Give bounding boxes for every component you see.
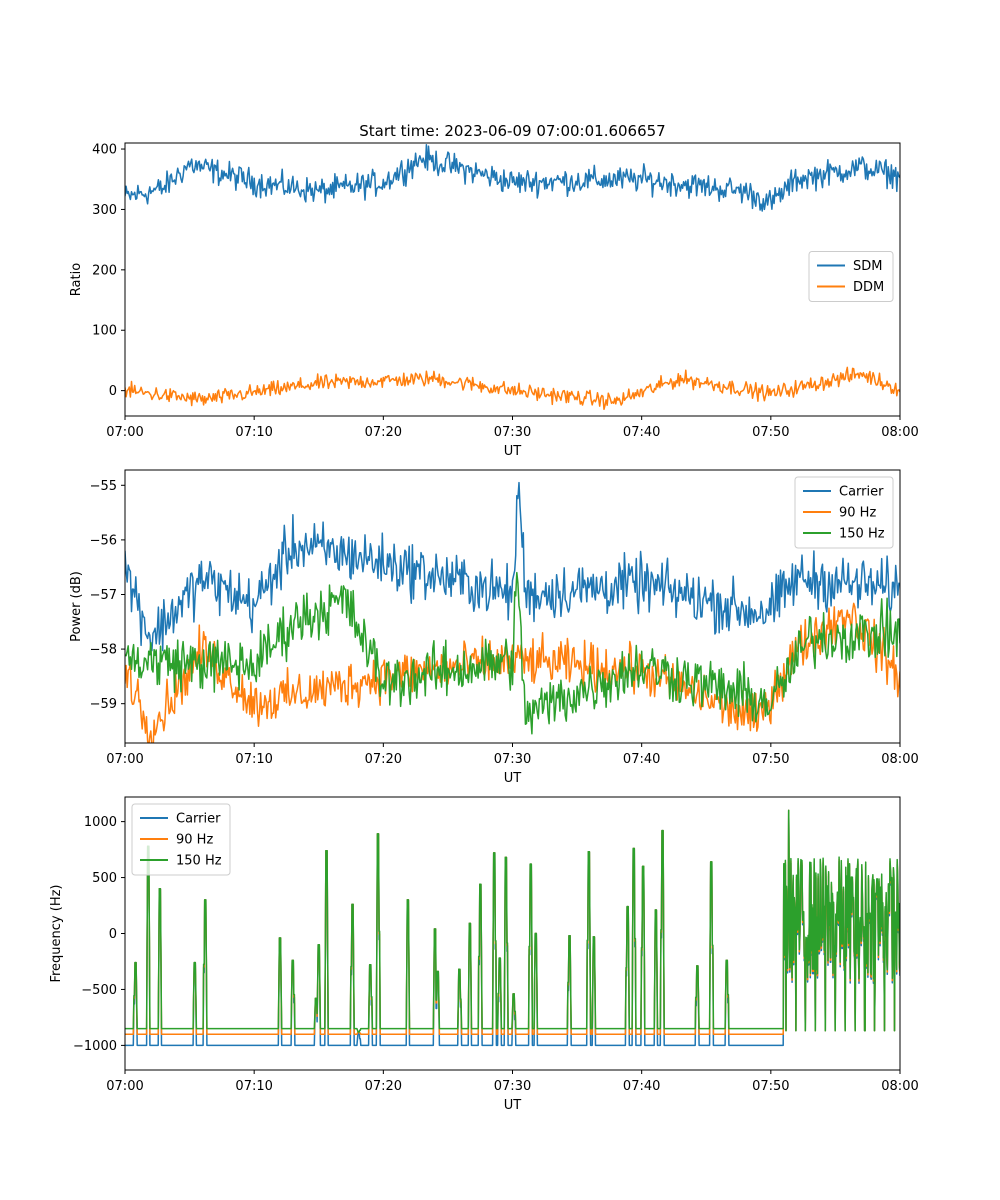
x-tick-label: 07:30: [494, 752, 531, 767]
x-tick-label: 08:00: [881, 1079, 918, 1094]
series-line-carrier: [125, 481, 900, 652]
y-tick-label: 400: [92, 143, 117, 158]
x-tick-label: 08:00: [881, 425, 918, 440]
plot-area: [125, 481, 900, 743]
series-line-ddm: [125, 366, 900, 411]
y-tick-label: −500: [81, 983, 117, 998]
x-axis-label: UT: [504, 771, 522, 786]
x-tick-label: 07:10: [235, 1079, 272, 1094]
plot-area: [125, 143, 900, 411]
y-tick-label: −57: [90, 588, 117, 603]
x-tick-label: 07:20: [365, 425, 402, 440]
y-tick-label: 500: [92, 871, 117, 886]
x-tick-label: 07:00: [106, 1079, 143, 1094]
x-tick-label: 07:40: [623, 1079, 660, 1094]
legend-box: [131, 803, 231, 876]
x-tick-label: 07:40: [623, 752, 660, 767]
plot-area: [125, 809, 900, 1047]
legend-label: 150 Hz: [176, 854, 222, 869]
y-axis-label: Power (dB): [69, 571, 84, 642]
y-axis-label: Frequency (Hz): [49, 884, 64, 982]
legend-label: Carrier: [839, 485, 884, 500]
y-tick-label: 300: [92, 203, 117, 218]
ratio-axes: 07:00 07:10 07:20 07:30 07:40 07:50 08:00 0 100 2…: [69, 142, 919, 459]
x-tick-label: 07:50: [752, 1079, 789, 1094]
y-tick-label: 200: [92, 263, 117, 278]
legend-label: 90 Hz: [839, 506, 876, 521]
x-tick-label: 07:40: [623, 425, 660, 440]
legend-label: 150 Hz: [839, 527, 885, 542]
power-axes: 07:00 07:10 07:20 07:30 07:40 07:50 08:00 −55 −5…: [69, 469, 919, 786]
figure-title: Start time: 2023-06-09 07:00:01.606657: [359, 122, 665, 140]
x-axis-label: UT: [504, 444, 522, 459]
x-tick-label: 07:10: [235, 425, 272, 440]
y-axis-label: Ratio: [69, 263, 84, 296]
legend: Carrier 90 Hz 150 Hz: [794, 476, 894, 549]
legend-box: [808, 251, 894, 302]
x-tick-label: 07:00: [106, 425, 143, 440]
y-tick-label: −56: [90, 533, 117, 548]
legend-label: DDM: [853, 280, 884, 295]
y-tick-label: −55: [90, 479, 117, 494]
legend-label: SDM: [853, 259, 882, 274]
x-tick-label: 07:50: [752, 752, 789, 767]
x-axis-label: UT: [504, 1098, 522, 1113]
y-tick-label: 1000: [84, 815, 117, 830]
legend-label: Carrier: [176, 812, 221, 827]
x-tick-label: 07:20: [365, 752, 402, 767]
y-tick-label: −1000: [73, 1039, 117, 1054]
axes-frame: [124, 469, 901, 744]
x-tick-label: 07:00: [106, 752, 143, 767]
series-line-sdm: [125, 143, 900, 212]
x-tick-label: 08:00: [881, 752, 918, 767]
y-tick-label: 100: [92, 324, 117, 339]
axes-frame: [124, 142, 901, 417]
series-line-90-hz: [125, 602, 900, 743]
x-tick-label: 07:30: [494, 425, 531, 440]
series-line-150-hz: [125, 571, 900, 735]
x-tick-label: 07:20: [365, 1079, 402, 1094]
y-tick-label: −59: [90, 697, 117, 712]
x-tick-label: 07:10: [235, 752, 272, 767]
x-tick-label: 07:50: [752, 425, 789, 440]
frequency-axes: 07:00 07:10 07:20 07:30 07:40 07:50 08:00 1000 5…: [49, 796, 919, 1113]
legend: SDM DDM: [808, 251, 894, 302]
y-tick-label: 0: [109, 384, 117, 399]
x-tick-label: 07:30: [494, 1079, 531, 1094]
legend-label: 90 Hz: [176, 833, 213, 848]
y-tick-label: 0: [109, 927, 117, 942]
legend: Carrier 90 Hz 150 Hz: [131, 803, 231, 876]
legend-box: [794, 476, 894, 549]
series-line-150-hz: [125, 809, 900, 1033]
y-tick-label: −58: [90, 643, 117, 658]
